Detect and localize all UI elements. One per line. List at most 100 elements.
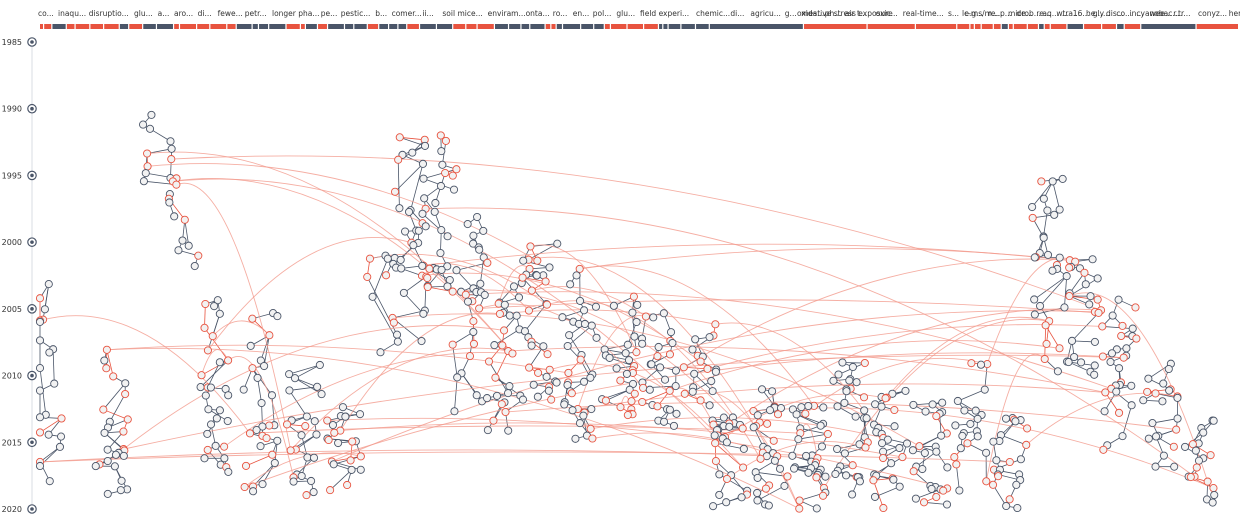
paper-node[interactable] — [1005, 495, 1014, 504]
paper-node[interactable] — [638, 339, 647, 348]
paper-node[interactable] — [376, 348, 385, 357]
paper-node[interactable] — [215, 309, 224, 318]
cluster-label[interactable]: lc-ms/m... — [962, 9, 999, 18]
paper-node[interactable] — [552, 378, 561, 387]
paper-node[interactable] — [838, 358, 847, 367]
paper-node[interactable] — [544, 386, 553, 395]
paper-node[interactable] — [1143, 387, 1152, 396]
paper-node[interactable] — [665, 386, 674, 395]
paper-node[interactable] — [463, 297, 473, 306]
paper-node[interactable] — [409, 241, 418, 250]
paper-node[interactable] — [587, 404, 596, 414]
paper-node[interactable] — [1001, 414, 1011, 423]
paper-node[interactable] — [711, 439, 720, 448]
paper-node[interactable] — [241, 461, 251, 470]
cluster-label[interactable]: aro... — [174, 9, 193, 18]
paper-node[interactable] — [1151, 462, 1160, 471]
cluster-segment[interactable] — [40, 24, 44, 29]
paper-node[interactable] — [632, 317, 641, 327]
paper-node[interactable] — [268, 450, 277, 459]
paper-node[interactable] — [592, 333, 601, 342]
paper-node[interactable] — [213, 296, 222, 305]
paper-node[interactable] — [495, 309, 504, 318]
paper-node[interactable] — [1173, 414, 1182, 423]
paper-node[interactable] — [479, 226, 488, 235]
paper-node[interactable] — [580, 319, 590, 329]
paper-node[interactable] — [757, 385, 767, 394]
paper-node[interactable] — [190, 261, 199, 271]
paper-node[interactable] — [392, 330, 402, 339]
cluster-segment[interactable] — [696, 24, 709, 29]
paper-node[interactable] — [1131, 303, 1140, 312]
paper-node[interactable] — [518, 395, 528, 404]
paper-node[interactable] — [505, 382, 514, 391]
paper-node[interactable] — [804, 401, 813, 411]
paper-node[interactable] — [204, 405, 213, 414]
cluster-label[interactable]: 16... — [1073, 9, 1090, 18]
paper-node[interactable] — [436, 248, 445, 258]
paper-node[interactable] — [224, 356, 233, 365]
paper-node[interactable] — [976, 360, 986, 369]
paper-node[interactable] — [330, 428, 339, 437]
cluster-segment[interactable] — [509, 24, 521, 29]
paper-node[interactable] — [902, 439, 912, 448]
paper-node[interactable] — [518, 273, 527, 282]
paper-node[interactable] — [257, 398, 266, 408]
paper-node[interactable] — [572, 271, 581, 280]
paper-node[interactable] — [453, 373, 462, 382]
paper-node[interactable] — [469, 317, 478, 326]
paper-node[interactable] — [641, 312, 650, 321]
paper-node[interactable] — [469, 327, 478, 337]
cluster-label[interactable]: longer pha... — [272, 9, 320, 18]
cluster-segment[interactable] — [627, 24, 644, 29]
paper-node[interactable] — [449, 185, 459, 194]
cluster-segment[interactable] — [563, 24, 581, 29]
paper-node[interactable] — [656, 363, 665, 372]
paper-node[interactable] — [879, 503, 888, 513]
paper-node[interactable] — [737, 493, 746, 502]
paper-node[interactable] — [668, 338, 677, 348]
paper-node[interactable] — [355, 410, 365, 419]
paper-node[interactable] — [633, 300, 642, 309]
cluster-label[interactable]: field experi... — [640, 9, 689, 18]
cluster-segment[interactable] — [1141, 24, 1196, 29]
paper-node[interactable] — [622, 369, 631, 378]
cluster-segment[interactable] — [1196, 24, 1238, 29]
paper-node[interactable] — [994, 472, 1003, 481]
cluster-label[interactable]: ii... — [422, 9, 433, 18]
paper-node[interactable] — [91, 462, 100, 471]
paper-node[interactable] — [248, 314, 257, 323]
paper-node[interactable] — [653, 402, 662, 411]
paper-node[interactable] — [1039, 194, 1048, 203]
paper-node[interactable] — [1085, 300, 1094, 309]
paper-node[interactable] — [660, 375, 670, 384]
cluster-segment[interactable] — [453, 24, 466, 29]
paper-node[interactable] — [709, 420, 718, 429]
cluster-segment[interactable] — [143, 24, 156, 29]
paper-node[interactable] — [448, 287, 457, 296]
cluster-segment[interactable] — [236, 24, 252, 29]
paper-node[interactable] — [99, 405, 108, 414]
paper-node[interactable] — [788, 451, 797, 460]
cluster-segment[interactable] — [306, 24, 317, 29]
paper-node[interactable] — [770, 456, 779, 465]
paper-node[interactable] — [200, 454, 209, 463]
paper-node[interactable] — [50, 379, 59, 388]
cluster-segment[interactable] — [970, 24, 974, 29]
paper-node[interactable] — [383, 254, 392, 263]
paper-node[interactable] — [102, 345, 111, 354]
paper-node[interactable] — [1050, 210, 1059, 219]
paper-node[interactable] — [842, 387, 851, 396]
cluster-label[interactable]: co... — [38, 9, 54, 18]
paper-node[interactable] — [855, 477, 864, 486]
paper-node[interactable] — [297, 471, 306, 481]
paper-node[interactable] — [833, 402, 842, 411]
paper-node[interactable] — [483, 258, 492, 267]
paper-node[interactable] — [819, 403, 828, 412]
paper-node[interactable] — [802, 451, 811, 460]
paper-node[interactable] — [666, 328, 676, 337]
paper-node[interactable] — [239, 385, 248, 394]
paper-node[interactable] — [203, 346, 212, 355]
paper-node[interactable] — [273, 436, 282, 445]
cluster-segment[interactable] — [545, 24, 551, 29]
